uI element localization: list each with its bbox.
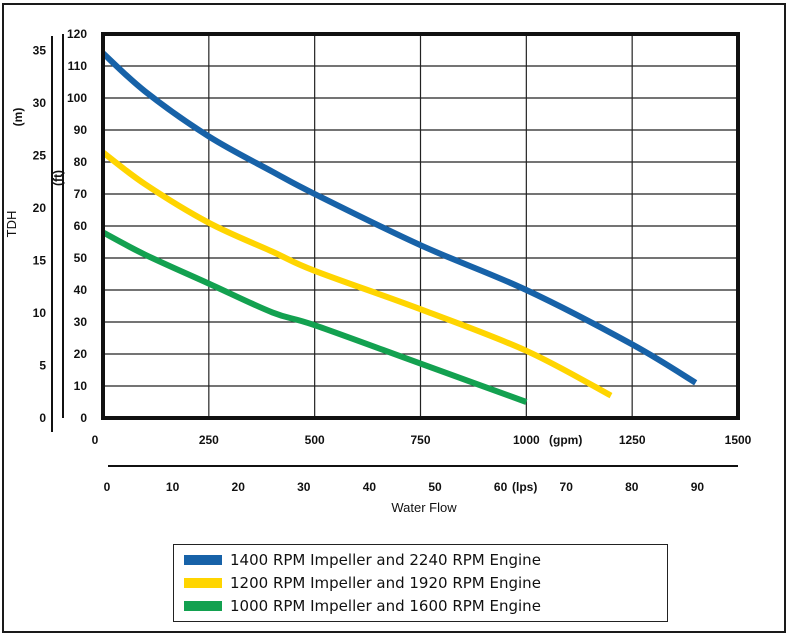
legend: 1400 RPM Impeller and 2240 RPM Engine 120…: [173, 544, 668, 622]
y-tick-label-m: 30: [33, 96, 47, 110]
left-axes: [51, 34, 64, 432]
x-axis-label: Water Flow: [391, 500, 457, 515]
x-tick-label-lps: 90: [691, 480, 705, 494]
legend-item-2: 1200 RPM Impeller and 1920 RPM Engine: [184, 571, 667, 594]
y-axis-label: TDH: [4, 211, 19, 238]
y-tick-label: 70: [74, 187, 88, 201]
x-tick-label-lps: 40: [363, 480, 377, 494]
x-unit-lps: (lps): [512, 480, 537, 494]
x-tick-label-lps: 10: [166, 480, 180, 494]
y-tick-label: 40: [74, 283, 88, 297]
series-lines: [100, 50, 698, 405]
x-tick-label: 250: [199, 433, 219, 447]
x-tick-label-lps: 50: [428, 480, 442, 494]
legend-swatch: [184, 600, 222, 611]
x-tick-label: 1500: [725, 433, 752, 447]
legend-label: 1400 RPM Impeller and 2240 RPM Engine: [230, 550, 541, 569]
legend-swatch: [184, 577, 222, 588]
y-tick-label: 50: [74, 251, 88, 265]
y-unit-m: (m): [11, 108, 25, 127]
x-tick-label: 500: [305, 433, 325, 447]
x-tick-label-lps: 70: [560, 480, 574, 494]
y-tick-label: 90: [74, 123, 88, 137]
x-tick-label-lps: 30: [297, 480, 311, 494]
y-tick-label: 10: [74, 379, 88, 393]
y-tick-label-m: 35: [33, 44, 47, 58]
chart-frame: [2, 3, 786, 633]
y-unit-ft: (ft): [51, 170, 65, 186]
x-tick-label: 0: [92, 433, 99, 447]
legend-swatch: [184, 554, 222, 565]
y-tick-label: 20: [74, 347, 88, 361]
y-tick-label: 80: [74, 155, 88, 169]
y-tick-label: 30: [74, 315, 88, 329]
y-tick-label-m: 20: [33, 201, 47, 215]
x-tick-label: 1000: [513, 433, 540, 447]
y-tick-label: 100: [67, 91, 87, 105]
legend-label: 1000 RPM Impeller and 1600 RPM Engine: [230, 596, 541, 615]
y-tick-label-m: 0: [39, 411, 46, 425]
grid: [102, 33, 739, 419]
tick-labels: 0102030405060708090100110120051015202530…: [33, 27, 752, 494]
y-tick-label: 110: [68, 59, 88, 73]
x-tick-label: 750: [410, 433, 430, 447]
series-line-3: [101, 229, 528, 405]
y-tick-label: 60: [74, 219, 88, 233]
plot-border: [101, 32, 740, 420]
y-tick-label-m: 25: [33, 149, 47, 163]
y-tick-label-m: 15: [33, 254, 47, 268]
legend-item-1: 1400 RPM Impeller and 2240 RPM Engine: [184, 548, 667, 571]
y-tick-label: 0: [80, 411, 87, 425]
x-unit-gpm: (gpm): [549, 433, 582, 447]
legend-label: 1200 RPM Impeller and 1920 RPM Engine: [230, 573, 541, 592]
y-tick-label: 120: [67, 27, 87, 41]
x-tick-label-lps: 0: [104, 480, 111, 494]
x-tick-label-lps: 20: [232, 480, 246, 494]
x-tick-label-lps: 80: [625, 480, 639, 494]
series-line-2: [101, 150, 613, 399]
y-tick-label-m: 10: [33, 306, 47, 320]
y-tick-label-m: 5: [39, 359, 46, 373]
series-line-1: [100, 50, 698, 386]
x-tick-label: 1250: [619, 433, 646, 447]
x-tick-label-lps: 60: [494, 480, 508, 494]
legend-item-3: 1000 RPM Impeller and 1600 RPM Engine: [184, 594, 667, 617]
